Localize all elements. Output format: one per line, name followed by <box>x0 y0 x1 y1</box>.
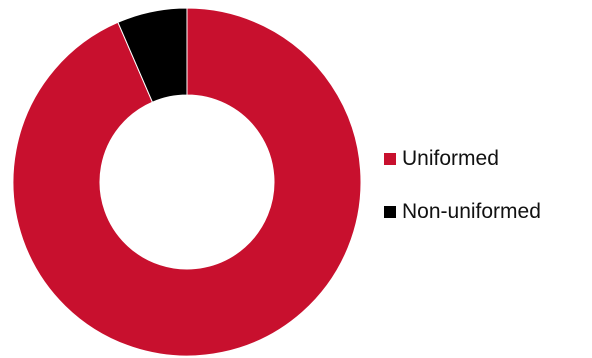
legend-swatch-uniformed <box>384 153 396 165</box>
legend-swatch-non-uniformed <box>384 206 396 218</box>
legend-item-non-uniformed: Non-uniformed <box>384 199 541 225</box>
chart-legend: Uniformed Non-uniformed <box>384 146 541 252</box>
donut-slice-non-uniformed <box>117 7 188 103</box>
legend-label-non-uniformed: Non-uniformed <box>402 200 541 223</box>
donut-slice-uniformed <box>12 7 362 357</box>
legend-label-uniformed: Uniformed <box>402 147 499 170</box>
legend-item-uniformed: Uniformed <box>384 146 541 172</box>
donut-slices <box>12 7 362 357</box>
